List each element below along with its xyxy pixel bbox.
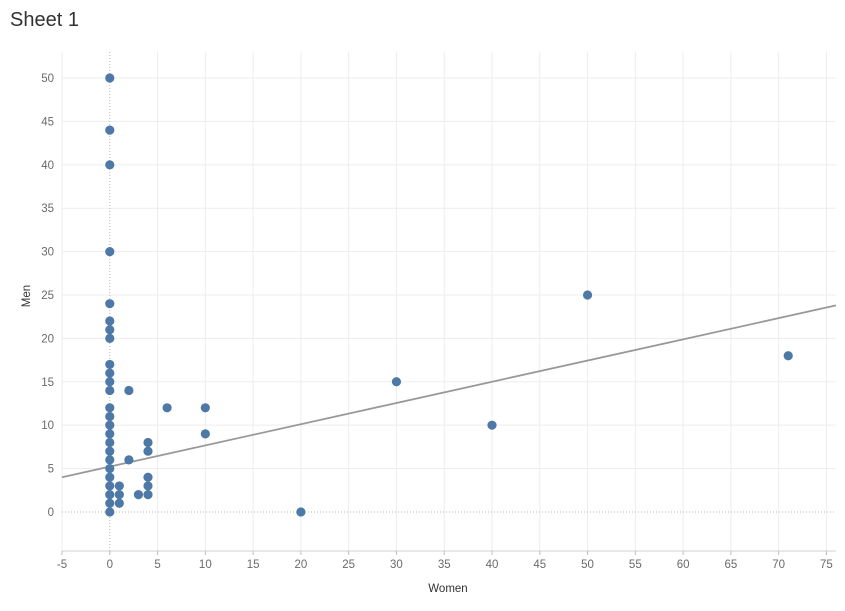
data-point[interactable]: [105, 446, 115, 456]
data-point[interactable]: [296, 507, 306, 517]
sheet-title: Sheet 1: [10, 9, 79, 31]
trend-line-group: [61, 304, 837, 479]
data-point[interactable]: [783, 351, 793, 361]
y-tick-label: 50: [41, 73, 54, 85]
x-tick-label: 75: [820, 559, 833, 571]
x-axis-title: Women: [428, 583, 467, 595]
data-point[interactable]: [114, 498, 124, 508]
data-point[interactable]: [105, 160, 115, 170]
data-point[interactable]: [105, 299, 115, 309]
data-points: [105, 73, 793, 517]
zero-lines: [62, 52, 836, 551]
y-tick-label: 0: [48, 507, 54, 519]
y-tick-label: 30: [41, 247, 54, 259]
y-tick-label: 45: [41, 116, 54, 128]
y-axis-ticks: 0 5 10 15 20 25 30 35 40 45 50: [41, 73, 54, 519]
x-tick-label: 5: [154, 559, 160, 571]
x-tick-label: 25: [342, 559, 355, 571]
x-tick-label: 60: [677, 559, 690, 571]
data-point[interactable]: [143, 472, 153, 482]
trend-line[interactable]: [61, 304, 837, 479]
data-point[interactable]: [200, 429, 210, 439]
y-axis-title: Men: [21, 285, 33, 307]
data-point[interactable]: [391, 377, 402, 387]
data-point[interactable]: [105, 420, 115, 430]
x-axis-ticks: -5 0 5 10 15 20 25 30 35 40 45 50 55 60 65 70 75: [57, 550, 836, 571]
y-tick-label: 15: [41, 377, 54, 389]
data-point[interactable]: [114, 481, 124, 491]
data-point[interactable]: [105, 463, 115, 474]
data-point[interactable]: [105, 455, 115, 465]
x-tick-label: 40: [486, 559, 499, 571]
data-point[interactable]: [133, 489, 144, 500]
data-point[interactable]: [105, 325, 115, 335]
y-tick-label: 20: [41, 333, 54, 345]
data-point[interactable]: [105, 333, 115, 343]
data-point[interactable]: [105, 316, 115, 326]
x-tick-label: 10: [199, 559, 212, 571]
data-point[interactable]: [105, 507, 115, 517]
grid-lines: [61, 52, 836, 551]
x-tick-label: 65: [724, 559, 737, 571]
x-tick-label: 20: [294, 559, 307, 571]
x-tick-label: 70: [772, 559, 785, 571]
x-tick-label: -5: [57, 559, 67, 571]
y-tick-label: 25: [41, 290, 54, 302]
x-tick-label: 30: [390, 559, 403, 571]
data-point[interactable]: [200, 403, 210, 413]
y-tick-label: 10: [41, 420, 54, 432]
data-point[interactable]: [143, 489, 153, 500]
data-point[interactable]: [105, 489, 115, 500]
data-point[interactable]: [105, 247, 115, 257]
data-point[interactable]: [114, 489, 124, 500]
data-point[interactable]: [143, 437, 153, 448]
data-point[interactable]: [105, 73, 115, 83]
data-point[interactable]: [105, 368, 115, 378]
x-tick-label: 35: [438, 559, 451, 571]
x-tick-label: 55: [629, 559, 642, 571]
y-tick-label: 35: [41, 203, 54, 215]
data-point[interactable]: [105, 359, 115, 370]
y-tick-label: 40: [41, 160, 54, 172]
data-point[interactable]: [105, 472, 115, 482]
x-tick-label: 45: [533, 559, 546, 571]
data-point[interactable]: [105, 377, 115, 387]
data-point[interactable]: [105, 481, 115, 491]
data-point[interactable]: [105, 403, 115, 413]
data-point[interactable]: [105, 411, 115, 422]
data-point[interactable]: [105, 498, 115, 508]
data-point[interactable]: [105, 125, 115, 135]
data-point[interactable]: [105, 385, 115, 396]
data-point[interactable]: [105, 429, 115, 439]
data-point[interactable]: [105, 437, 115, 448]
data-point[interactable]: [487, 420, 497, 430]
data-point[interactable]: [143, 446, 153, 456]
x-tick-label: 0: [107, 559, 113, 571]
data-point[interactable]: [124, 455, 134, 465]
x-tick-label: 50: [581, 559, 594, 571]
data-point[interactable]: [124, 385, 134, 396]
data-point[interactable]: [143, 481, 153, 491]
data-point[interactable]: [582, 290, 593, 300]
x-tick-label: 15: [247, 559, 260, 571]
y-tick-label: 5: [48, 464, 54, 476]
data-point[interactable]: [162, 403, 172, 413]
